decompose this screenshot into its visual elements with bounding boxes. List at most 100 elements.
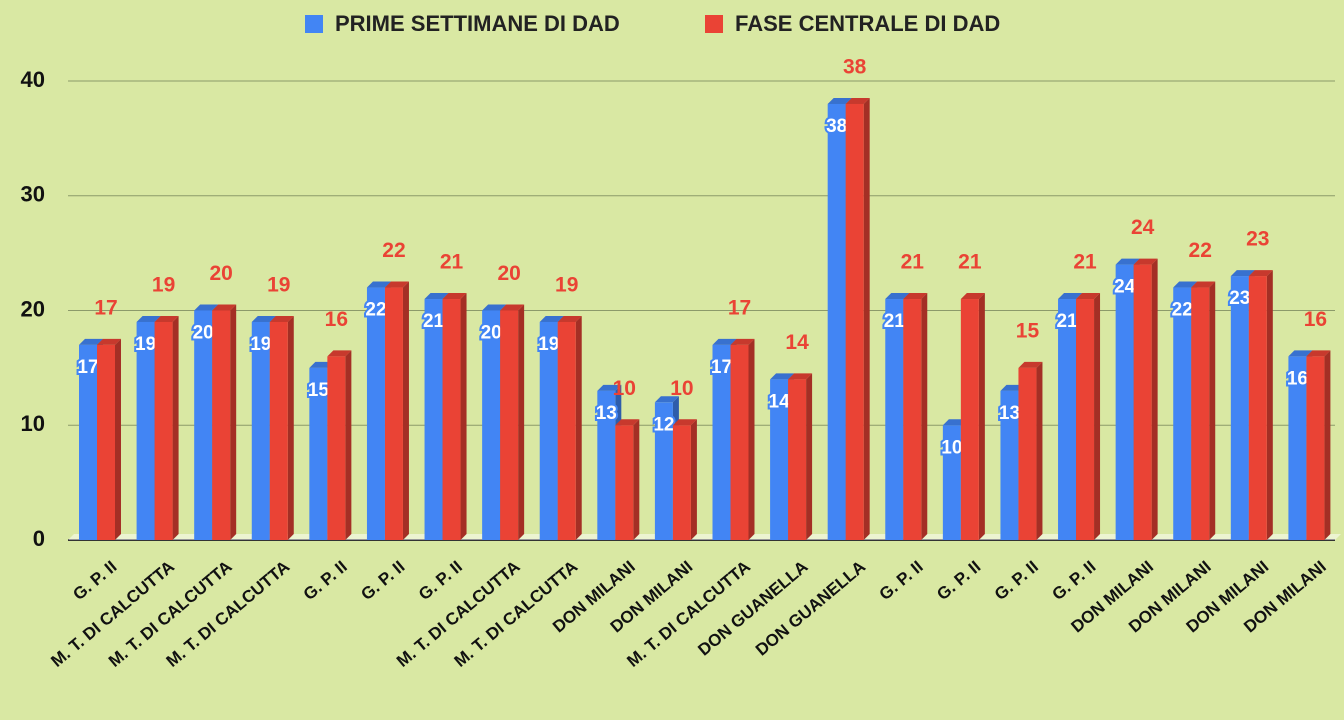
bar-side	[921, 293, 928, 540]
bar-top	[672, 419, 697, 426]
bar	[1058, 299, 1077, 540]
value-label: 19	[152, 274, 175, 297]
value-label: 38	[843, 55, 867, 78]
y-tick-label: 40	[21, 67, 45, 92]
bar	[1115, 264, 1134, 540]
value-label: 15	[1016, 319, 1040, 342]
bar	[712, 344, 731, 540]
value-label: 21	[901, 251, 925, 274]
bar-top	[154, 315, 179, 322]
value-label: 21	[884, 311, 906, 332]
value-label: 24	[1114, 277, 1136, 298]
bar	[194, 310, 213, 540]
bar-side	[1324, 350, 1331, 540]
x-tick-label: G. P. II	[415, 557, 466, 604]
legend-label: FASE CENTRALE DI DAD	[735, 11, 1000, 36]
bar	[327, 356, 346, 540]
bar	[482, 310, 501, 540]
value-label: 21	[958, 251, 982, 274]
bar	[154, 321, 173, 540]
value-label: 17	[77, 357, 98, 378]
bar	[1191, 287, 1210, 540]
legend-swatch	[305, 15, 323, 33]
value-label: 20	[210, 262, 233, 285]
value-label: 10	[941, 437, 962, 458]
bar	[212, 310, 231, 540]
value-label: 22	[1189, 239, 1212, 262]
value-label: 21	[423, 311, 445, 332]
value-label: 17	[711, 357, 732, 378]
bar	[79, 344, 97, 540]
value-label: 38	[826, 116, 847, 137]
bar-side	[1209, 281, 1216, 540]
bar	[788, 379, 807, 540]
value-label: 15	[308, 380, 330, 401]
bar	[615, 425, 634, 540]
value-label: 16	[1304, 308, 1327, 331]
bar-side	[1036, 361, 1043, 540]
bar-top	[1058, 293, 1083, 300]
bar-top	[251, 315, 276, 322]
x-tick-label: G. P. II	[300, 557, 351, 604]
bar	[424, 299, 443, 540]
bar	[845, 103, 864, 540]
y-tick-label: 0	[33, 526, 45, 551]
bar-side	[402, 281, 409, 540]
bar	[942, 425, 961, 540]
y-tick-label: 20	[21, 296, 45, 321]
bar-top	[1191, 281, 1216, 288]
bar	[654, 402, 673, 540]
value-label: 23	[1229, 288, 1250, 309]
bar-side	[806, 373, 813, 540]
bar-top	[960, 293, 985, 300]
bar-top	[903, 293, 928, 300]
value-label: 14	[769, 391, 791, 412]
bar-top	[269, 315, 294, 322]
bar-side	[1151, 258, 1158, 540]
bar	[500, 310, 519, 540]
value-label: 10	[670, 377, 693, 400]
bar-side	[518, 304, 525, 540]
bar	[597, 390, 616, 540]
bar-side	[287, 315, 294, 540]
value-label: 17	[94, 296, 117, 319]
bar-side	[345, 350, 352, 540]
bar	[730, 344, 749, 540]
bar-side	[978, 293, 985, 540]
bar-top	[597, 384, 622, 391]
bar-top	[1288, 350, 1313, 357]
bar	[903, 299, 922, 540]
value-label: 24	[1131, 216, 1155, 239]
value-label: 19	[538, 334, 559, 355]
bar	[136, 321, 155, 540]
bar-top	[1018, 361, 1043, 368]
value-label: 19	[250, 334, 271, 355]
bar-top	[845, 97, 870, 104]
bar-side	[690, 419, 697, 540]
value-label: 13	[999, 403, 1020, 424]
bar	[1000, 390, 1019, 540]
bar	[442, 299, 461, 540]
bar-top	[1248, 270, 1273, 277]
bar-top	[1133, 258, 1158, 265]
bar-top	[615, 419, 640, 426]
bar-side	[172, 315, 179, 540]
bar-top	[1115, 258, 1140, 265]
bar	[309, 367, 328, 540]
y-tick-label: 30	[21, 182, 45, 207]
bar-side	[230, 304, 237, 540]
bar-side	[1094, 293, 1101, 540]
bar-top	[212, 304, 237, 311]
value-label: 17	[728, 296, 751, 319]
legend-swatch	[705, 15, 723, 33]
x-tick-label: DON GUANELLA	[752, 557, 869, 660]
bar	[672, 425, 691, 540]
value-label: 21	[440, 251, 464, 274]
bar	[1018, 367, 1037, 540]
x-tick-label: G. P. II	[357, 557, 408, 604]
bar	[1288, 356, 1307, 540]
bar	[827, 103, 846, 540]
value-label: 20	[193, 323, 214, 344]
value-label: 22	[1172, 300, 1193, 321]
bar-top	[1230, 270, 1255, 277]
